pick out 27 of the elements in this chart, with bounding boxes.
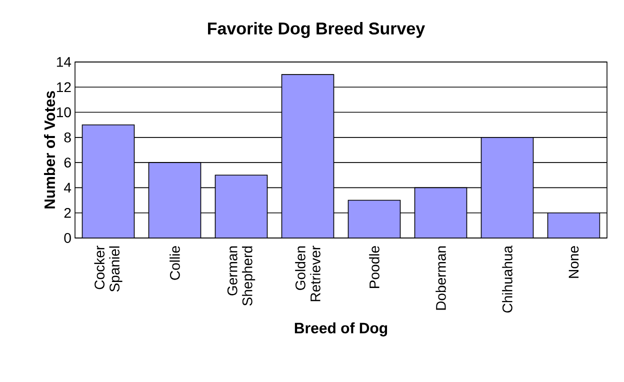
y-tick-label: 0 bbox=[64, 233, 71, 243]
bar bbox=[547, 212, 600, 238]
x-tick-label: Collie bbox=[170, 246, 180, 280]
bar bbox=[148, 162, 202, 238]
y-tick-label: 8 bbox=[64, 132, 71, 142]
y-axis-title: Number of Votes bbox=[44, 91, 56, 208]
bar bbox=[214, 174, 268, 238]
y-tick-label: 12 bbox=[56, 82, 71, 92]
x-tick-label: Chihuahua bbox=[502, 246, 512, 313]
x-tick-label: German Shepherd bbox=[227, 246, 256, 306]
x-tick-label: None bbox=[568, 246, 579, 278]
y-tick-label: 6 bbox=[64, 158, 71, 168]
y-tick-label: 10 bbox=[56, 107, 71, 118]
x-tick-label: Cocker Spaniel bbox=[94, 246, 122, 292]
bar bbox=[480, 137, 534, 238]
bar bbox=[82, 124, 135, 238]
y-tick-label: 2 bbox=[64, 208, 71, 218]
y-tick-label: 4 bbox=[64, 182, 72, 193]
bar bbox=[414, 187, 468, 238]
chart-title: Favorite Dog Breed Survey bbox=[208, 22, 426, 38]
x-tick-label: Doberman bbox=[436, 246, 446, 310]
x-tick-label: Poodle bbox=[369, 246, 380, 288]
bar bbox=[281, 74, 334, 238]
bar bbox=[348, 200, 401, 238]
x-tick-label: Golden Retriever bbox=[295, 246, 320, 302]
y-tick-label: 14 bbox=[56, 57, 72, 67]
x-axis-title: Breed of Dog bbox=[294, 322, 388, 336]
